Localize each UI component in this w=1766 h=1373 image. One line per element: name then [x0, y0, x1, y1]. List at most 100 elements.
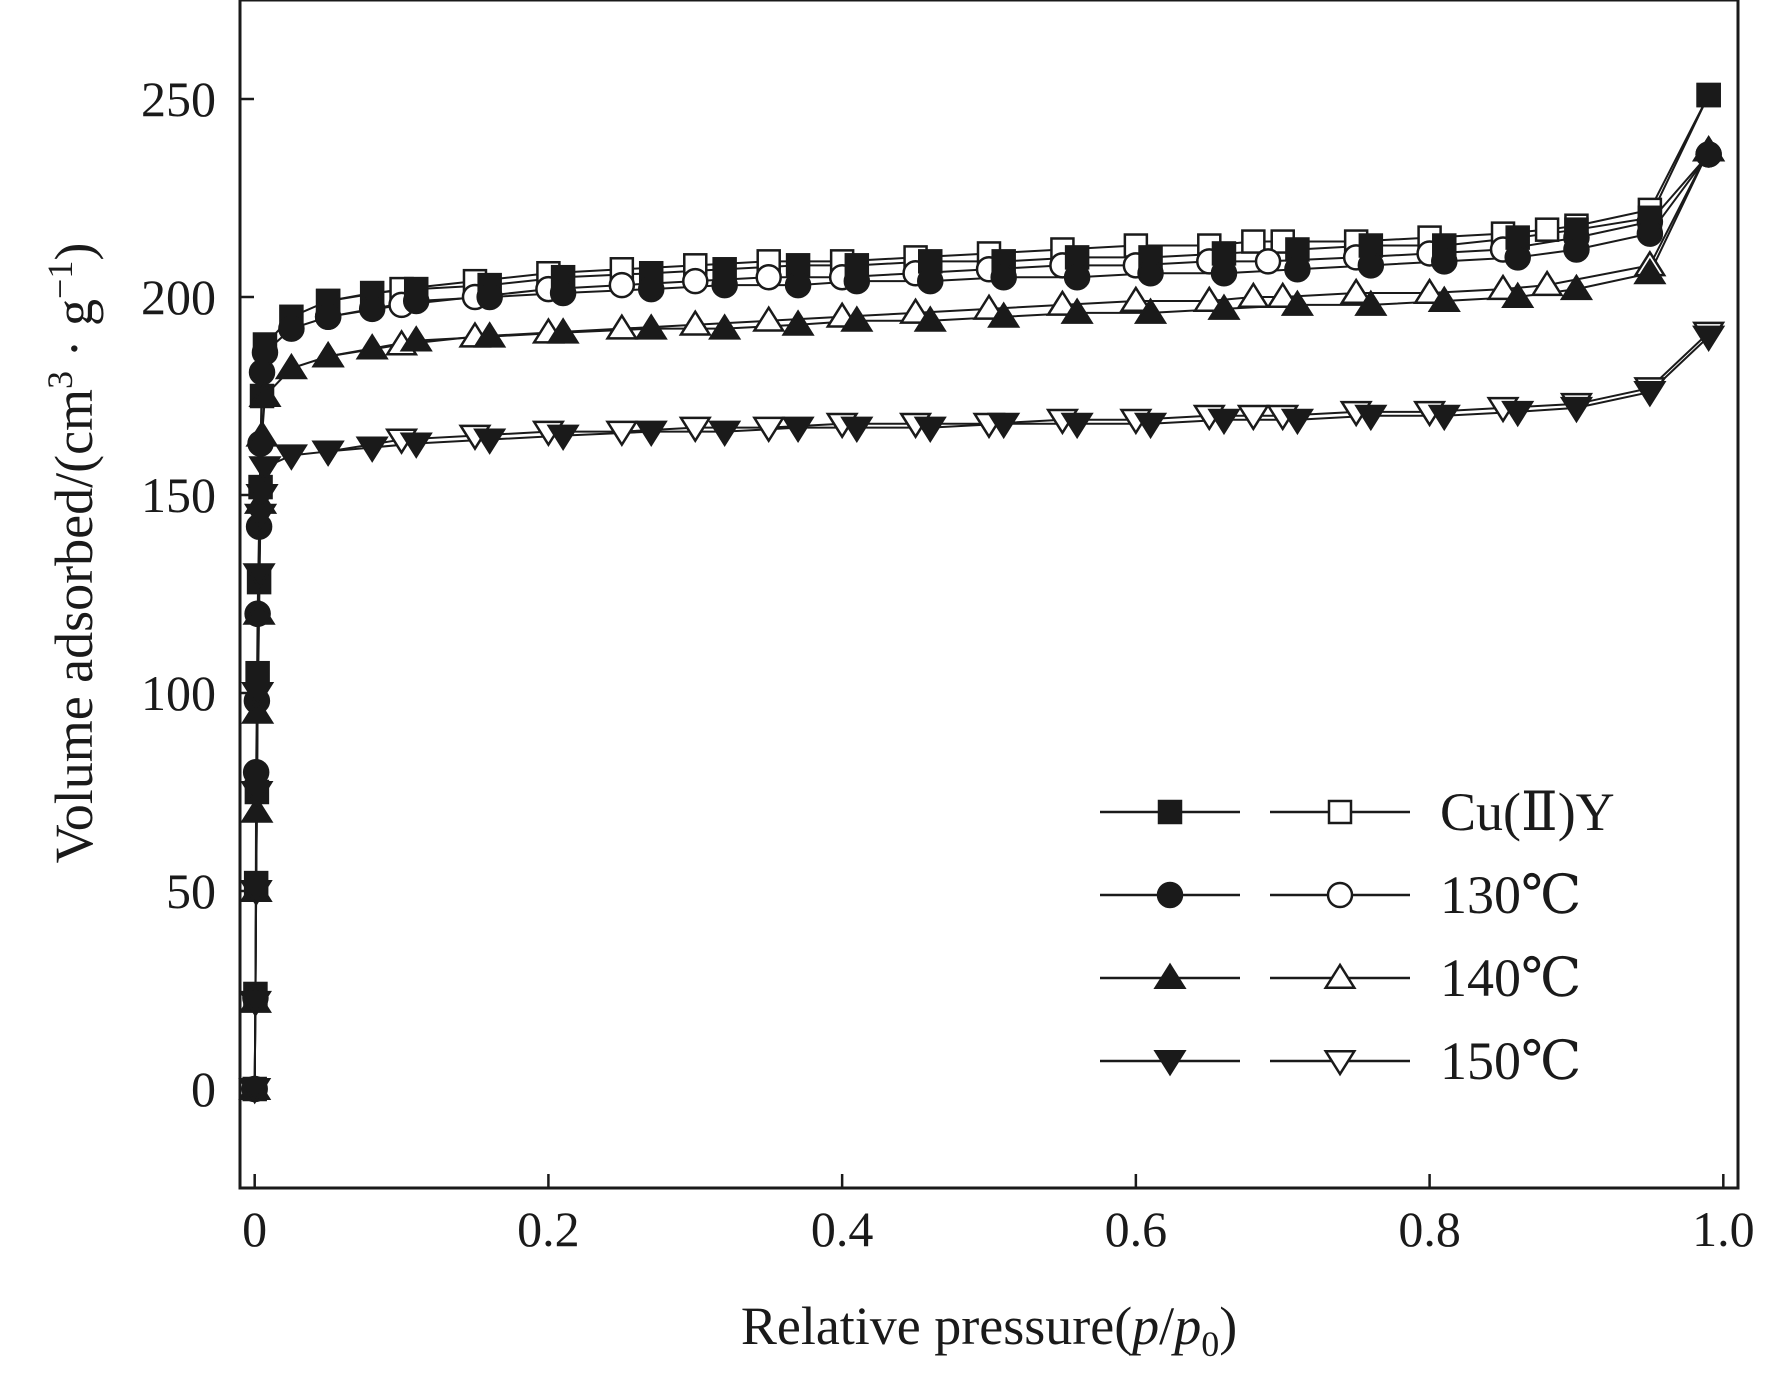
series-3-adsorption-point [399, 432, 433, 459]
legend-label-3: 150℃ [1440, 1031, 1581, 1091]
series-2-adsorption-point [1633, 257, 1667, 285]
series-1-desorption-point [755, 263, 782, 291]
series-1-desorption-point [608, 271, 636, 299]
legend: Cu(Ⅱ)Y 130℃ 140℃ 150℃ [1100, 782, 1615, 1091]
axis-ticks [240, 97, 1725, 1188]
series-2-desorption-point [1045, 289, 1079, 316]
series-2-desorption-point [605, 313, 639, 340]
plot-area [238, 0, 1740, 1190]
series-1-adsorption-point [784, 271, 812, 299]
y-tick-label-2: 100 [141, 665, 216, 721]
series-2-adsorption-point [241, 697, 275, 724]
legend-item-1: 130℃ [1100, 865, 1581, 925]
series-3-adsorption-point [1559, 396, 1594, 424]
series-2-adsorption-point [242, 598, 276, 625]
x-axis-title-p0: p [1170, 1296, 1201, 1356]
x-tick-label-5: 1.0 [1692, 1201, 1755, 1257]
legend-item-3: 150℃ [1100, 1031, 1581, 1091]
y-axis-title-prefix: Volume adsorbed/(cm [44, 389, 104, 863]
series-2-adsorption-point [1060, 297, 1094, 324]
series-3-adsorption-point [239, 880, 273, 907]
series-2-adsorption-point [708, 313, 742, 340]
series-2-desorption-point [1192, 285, 1226, 312]
series-2-desorption-point [1339, 277, 1373, 305]
series-3-adsorption-point [1060, 412, 1094, 440]
series-2-adsorption-point [473, 321, 507, 348]
series-2-adsorption-point [245, 420, 279, 447]
y-axis-title-sup-3: 3 [40, 371, 80, 389]
series-0-desorption-point [1241, 229, 1266, 254]
series-3-adsorption-point [245, 484, 279, 511]
legend-marker-open [1326, 881, 1354, 909]
series-3-desorption-point [678, 416, 712, 444]
series-3-adsorption-point [1633, 381, 1667, 408]
x-axis-title-suffix: ) [1219, 1296, 1237, 1356]
y-tick-label-0: 0 [191, 1061, 216, 1117]
y-tick-label-4: 200 [141, 269, 216, 325]
series-3-adsorption-point [242, 563, 276, 590]
series-3-adsorption-point [781, 416, 815, 444]
series-3-adsorption-point [473, 428, 507, 455]
legend-marker-open [1323, 1050, 1357, 1077]
series-1-adsorption-point [1431, 248, 1458, 275]
series-2-adsorption-point [1692, 135, 1726, 162]
series-2-desorption-point [1236, 281, 1270, 308]
series-3-desorption-point [1236, 404, 1270, 432]
legend-item-2: 140℃ [1100, 948, 1581, 1008]
series-2-desorption-point [678, 309, 712, 336]
series-3-adsorption-point [311, 440, 345, 467]
series-1-desorption-point [1254, 248, 1282, 275]
series-3-desorption-point [752, 416, 786, 444]
legend-marker-filled [1157, 799, 1183, 825]
series-3-adsorption-point [634, 420, 668, 447]
series-1-adsorption-point [917, 267, 944, 295]
series-2-adsorption-point [913, 305, 947, 332]
series-3-adsorption-point [1280, 408, 1314, 436]
series-2-adsorption-point [240, 796, 274, 823]
series-1-adsorption-point [358, 295, 386, 323]
series-2-desorption-point [1486, 273, 1520, 301]
series-3-adsorption-point [913, 416, 947, 444]
series-0-adsorption-point [1696, 82, 1721, 108]
legend-marker-filled [1153, 962, 1187, 989]
series-3-adsorption-point [546, 424, 580, 451]
series-2-adsorption-point [781, 309, 815, 336]
series-2-adsorption-point [399, 325, 433, 352]
series-1-adsorption-point [711, 271, 738, 299]
y-axis-title-sup-minus1: −1 [40, 261, 80, 299]
y-axis-title-middle: · g [44, 299, 104, 371]
series-2-adsorption-point [987, 301, 1021, 328]
legend-marker-filled [1153, 1050, 1187, 1077]
x-axis-title-prefix: Relative pressure( [741, 1296, 1132, 1356]
series-3-adsorption-point [238, 1078, 272, 1105]
series-1-adsorption-point [476, 283, 503, 311]
series-1-adsorption-point [637, 275, 665, 303]
legend-marker-open [1323, 962, 1357, 989]
series-2-desorption-point [1266, 281, 1300, 308]
x-tick-label-3: 0.6 [1105, 1201, 1168, 1257]
legend-marker-open [1327, 799, 1353, 825]
series-0-adsorption-point [245, 660, 270, 686]
series-3-adsorption-point [241, 682, 275, 709]
series-1-adsorption-point [843, 267, 871, 295]
series-markers [238, 82, 1726, 1105]
series-1-adsorption-point [402, 287, 430, 315]
series-1-adsorption-point [314, 303, 342, 331]
series-3-adsorption-point [355, 436, 389, 463]
x-tick-label-4: 0.8 [1398, 1201, 1461, 1257]
series-2-adsorption-point [1280, 289, 1314, 316]
series-1-adsorption-point [1357, 252, 1385, 279]
y-tick-labels: 0 50 100 150 200 250 [141, 71, 216, 1117]
x-axis-title-subscript: 0 [1201, 1324, 1219, 1364]
series-1-adsorption-point [1504, 244, 1531, 271]
series-2-adsorption-point [1501, 281, 1535, 308]
series-1-adsorption-point [549, 279, 577, 307]
legend-label-1: 130℃ [1440, 865, 1581, 925]
series-2-adsorption-point [274, 352, 308, 380]
series-2-adsorption-point [1133, 297, 1168, 324]
series-3-adsorption-point [1133, 412, 1168, 440]
y-axis-title: Volume adsorbed/(cm3 · g−1) [40, 243, 104, 864]
series-2-adsorption-point [355, 333, 389, 360]
legend-label-0: Cu(Ⅱ)Y [1440, 782, 1615, 842]
